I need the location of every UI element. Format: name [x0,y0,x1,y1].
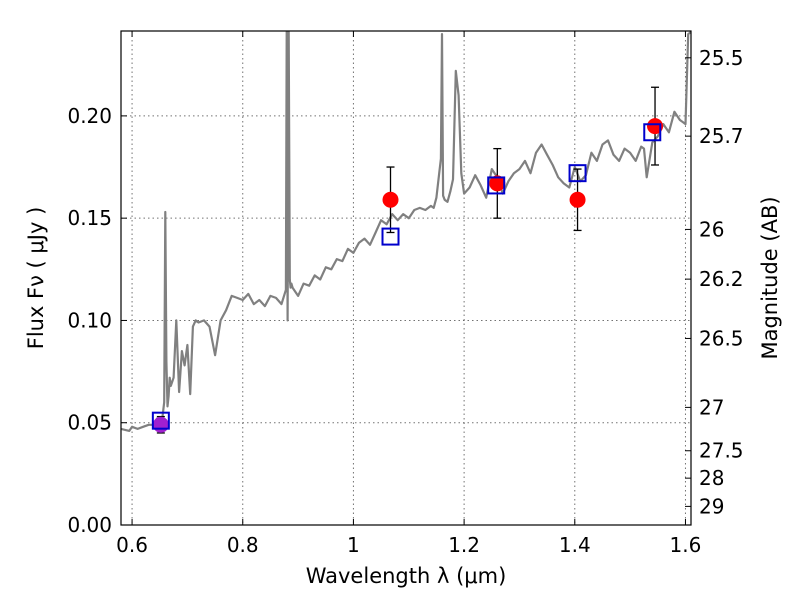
model-flux-square [151,411,170,430]
model-flux-square [381,227,400,246]
y-axis-label: Flux Fν ( μJy ) [24,207,48,350]
observed-flux-point [489,175,506,192]
x-axis-label: Wavelength λ (μm) [306,564,507,588]
y-tick-label: 0.15 [67,206,112,230]
observed-flux-point [152,416,169,433]
mag-tick-label: 28 [699,466,724,490]
x-tick-label: 0.6 [116,533,148,557]
axis-ticks: 0.6 0.8 1 1.2 1.4 1.6 0.00 0.05 0.10 0.15 0.20 25.5… [67,31,744,557]
y-tick-label: 0.00 [67,513,112,537]
observed-flux-point [569,191,586,208]
plot-frame [120,30,692,526]
x-tick-label: 0.8 [227,533,259,557]
mag-tick-label: 26.5 [699,326,744,350]
x-tick-label: 1.2 [448,533,480,557]
y-tick-label: 0.10 [67,308,112,332]
x-tick-label: 1.4 [559,533,591,557]
mag-tick-label: 26 [699,217,724,241]
y-tick-label: 0.05 [67,411,112,435]
model-flux-square [487,176,506,195]
observed-flux-point [647,118,664,135]
y-axis-right-label: Magnitude (AB) [758,196,782,359]
mag-tick-label: 27 [699,395,724,419]
x-tick-label: 1.6 [670,533,702,557]
y-tick-label: 0.20 [67,104,112,128]
observed-flux-point [382,191,399,208]
model-flux-square [643,123,662,142]
mag-tick-label: 27.5 [699,439,744,463]
x-tick-label: 1 [347,533,360,557]
mag-tick-label: 26.2 [699,267,744,291]
mag-tick-label: 25.7 [699,124,744,148]
mag-tick-label: 25.5 [699,46,744,70]
model-flux-square [568,164,587,183]
mag-tick-label: 29 [699,494,724,518]
data-markers [151,86,664,434]
